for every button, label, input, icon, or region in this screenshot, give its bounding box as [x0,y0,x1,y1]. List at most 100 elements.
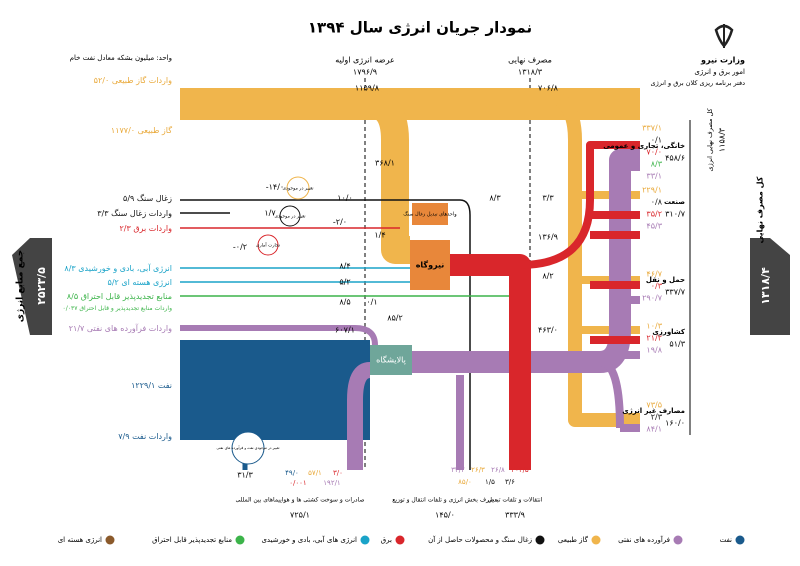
marker-label: عرضه انرژی اولیه [335,56,395,65]
legend-swatch [360,535,370,545]
legend-label: فرآورده های نفتی [618,535,670,544]
source-value: ۵/۲ [108,278,119,287]
flows [180,88,640,470]
node-label: واحدهای تبدیل زغال سنگ [403,211,457,218]
source-value: ۳/۳ [97,209,109,218]
bottom-value: ۲۶/۳ [471,466,485,474]
sector-value: ۷۰/۰ [646,148,662,157]
legend-label: گاز طبیعی [558,535,589,544]
sector-value: ۲۹۰/۷ [642,294,663,303]
source-value: ۲/۳ [120,224,132,233]
sector-value: ۲۲۹/۱ [642,186,662,195]
flow-value: ۱۱۵۹/۸ [355,84,380,93]
flow-value: ۵/۲ [339,278,350,287]
legend-label: منابع تجدیدپذیر قابل احتراق [152,536,232,544]
bottom-value: ۵۷/۱ [308,469,322,477]
source-label: نفت ۱۲۲۹/۱ [131,381,172,390]
node-label: نیروگاه [416,260,445,270]
source-name: نفت [158,381,172,390]
bottom-value: ۴۹/۰ [285,469,299,477]
flow-value: ۱۰/۰ [337,194,353,203]
sources-total-value: ۲۵۲۳/۵ [35,267,48,305]
source-value: ۲۱/۷ [69,324,85,333]
marker-value: ۱۳۱۸/۳ [518,68,543,77]
source-value: ۸/۵ [67,292,78,301]
source-name: منابع تجدیدپذیر قابل احتراق [81,292,172,301]
flow-value: ۰/۱ [366,298,377,307]
sector-value: ۴۵/۳ [646,222,662,231]
bottom-value: ۳/۶ [505,478,515,486]
sector-value: ۱۰/۳ [646,322,662,331]
source-value: ۷/۹ [118,432,129,441]
sources-total-label: جمع منابع انرژی [16,250,26,323]
flow-value: ۸/۵ [339,298,350,307]
output-name: صادرات و سوخت کشتی ها و هواپیماهای بین ا… [236,497,365,504]
sector-value: ۴۶/۷ [646,270,662,279]
flow-value: ۸/۳ [489,194,501,203]
bottom-value: ۲۶/۸ [491,466,505,474]
bottom-value: ۳۰۳/۵ [511,466,529,474]
unit: واحد: میلیون بشکه معادل نفت خام [70,54,172,62]
flow-value: -۱۴/۰ [266,183,284,192]
source-value: ۸/۳ [64,264,76,273]
source-name: انرژی آبی، بادی و خورشیدی [78,263,172,273]
source-label: واردات گاز طبیعی ۵۲/۰ [94,75,172,85]
node-label: تجارت آماری [256,243,281,249]
source-value: ۵/۹ [123,194,134,203]
source-label: گاز طبیعی ۱۱۷۷/۰ [111,125,172,135]
power-plant [410,240,450,290]
ministry-office: دفتر برنامه ریزی کلان برق و انرژی [651,79,746,87]
flow-value: ۶۰۷/۱ [335,326,355,335]
flow-value: -۲/۰ [333,218,347,227]
flow-value: ۱/۴ [374,231,385,240]
sector-value: ۳۳/۱ [646,172,662,181]
statistical-node [257,234,279,256]
source-label: واردات منابع تجدیدپذیر و قابل احتراق ۰/۰… [63,305,173,312]
node-label: پالایشگاه [376,355,406,365]
legend-swatch [673,535,683,545]
legend-swatch [235,535,245,545]
stock-node [286,176,310,200]
node-label: تغییر در موجودی [282,187,314,192]
legend-swatch [535,535,545,545]
final-energy-label: کل مصرف نهایی انرژی [706,108,714,172]
bottom-value: ۱۹۲/۱ [323,479,340,487]
source-label: واردات برق ۲/۳ [120,224,173,233]
flow-value: ۳۱/۳ [237,471,253,480]
legend-label: برق [381,536,392,544]
flow-value: -۰/۲ [233,243,247,252]
source-label: واردات نفت ۷/۹ [118,432,172,441]
sector-name: کشاورزی [652,328,686,336]
ministry: وزارت نیرو [700,56,745,65]
source-value: ۵۲/۰ [94,76,110,85]
title: نمودار جریان انرژی سال ۱۳۹۴ [308,19,532,37]
source-name: واردات برق [133,224,172,233]
flow-value: ۸۵/۲ [387,314,403,323]
flow-value: ۸/۲ [542,272,553,281]
output-value: ۱۴۵/۰ [435,511,455,520]
source-label: واردات زغال سنگ ۳/۳ [97,208,172,218]
marker-label: مصرف نهایی [508,56,552,65]
refinery [370,345,412,375]
source-label: واردات فرآورده های نفتی ۲۱/۷ [69,323,172,333]
source-value: ۱۲۲۹/۱ [131,381,155,390]
marker-value: ۱۷۹۶/۹ [353,68,377,77]
final-total-shape [750,238,790,335]
final-total-value: ۱۳۱۸/۴ [759,267,772,305]
source-label: منابع تجدیدپذیر قابل احتراق ۸/۵ [67,292,172,301]
sector-total: ۵۱/۳ [669,340,685,349]
flow-value: ۳/۳ [542,194,554,203]
sector-value: ۳۵/۲ [646,210,662,219]
output-value: ۳۳۳/۹ [505,511,525,520]
sector-value: ۸۴/۱ [646,425,662,434]
legend-swatch [105,535,115,545]
source-label: زغال سنگ ۵/۹ [123,193,172,203]
sector-value: ۲/۳ [651,413,663,422]
output-name: مصرف بخش انرژی و تلفات انتقال و توزیع [392,497,498,504]
sector-name: حمل و نقل [646,276,685,284]
source-value: ۰/۰۳۷ [63,305,79,312]
flow-value: ۸/۴ [339,262,350,271]
legend-swatch [591,535,601,545]
final-energy-value: ۱۱۵۸/۳ [718,127,727,152]
